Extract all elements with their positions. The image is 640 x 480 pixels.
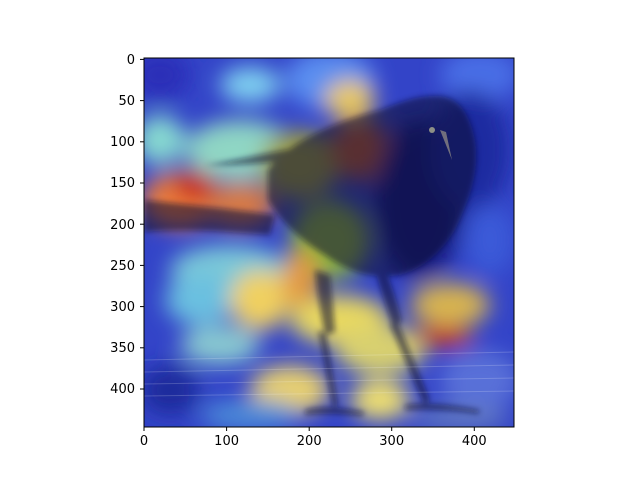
y-axis: 0 50 100 150 200 250 300 350 400 [110, 53, 144, 397]
y-tick-label: 400 [110, 382, 135, 397]
heatmap-image [144, 58, 514, 427]
x-tick-label: 0 [140, 434, 148, 449]
x-tick-label: 100 [214, 434, 239, 449]
y-tick-label: 250 [110, 259, 135, 274]
y-tick-label: 300 [110, 300, 135, 315]
axes [143, 57, 515, 428]
y-tick-label: 100 [110, 135, 135, 150]
bird-details [429, 127, 452, 160]
y-tick-label: 0 [127, 53, 135, 68]
x-tick-label: 300 [379, 434, 404, 449]
y-tick-label: 50 [118, 94, 135, 109]
x-tick-label: 400 [462, 434, 487, 449]
axes-frame [143, 57, 515, 428]
bird-silhouette [144, 95, 480, 416]
y-tick-label: 350 [110, 341, 135, 356]
x-tick-label: 200 [297, 434, 322, 449]
floor-streaks [144, 351, 514, 397]
y-tick-label: 150 [110, 176, 135, 191]
x-axis: 0 100 200 300 400 [140, 427, 487, 449]
y-tick-label: 200 [110, 218, 135, 233]
